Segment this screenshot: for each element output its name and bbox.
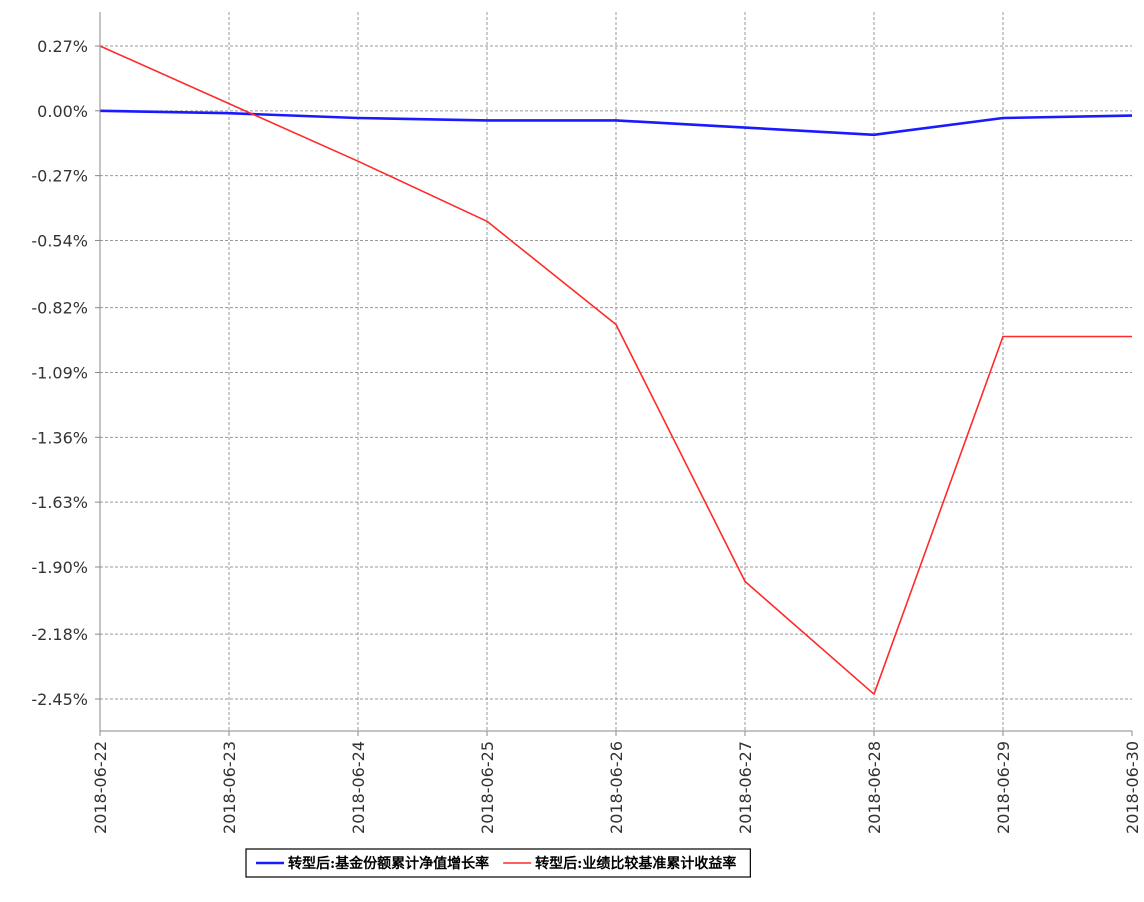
x-tick-label: 2018-06-23: [220, 741, 239, 834]
y-tick-label: -1.09%: [31, 364, 88, 383]
y-axis: 0.27% 0.00% -0.27% -0.54% -0.82% -1.09% -1.36%…: [31, 37, 100, 709]
legend-box: [245, 848, 751, 878]
x-tick-label: 2018-06-27: [736, 741, 755, 834]
plot-area: [100, 12, 1132, 731]
y-tick-label: -2.45%: [31, 690, 88, 709]
x-tick-label: 2018-06-26: [607, 741, 626, 834]
y-tick-label: -1.36%: [31, 428, 88, 447]
legend-label-1: 转型后:基金份额累计净值增长率: [288, 855, 489, 872]
y-tick-label: -0.82%: [31, 299, 88, 318]
y-tick-label: -0.27%: [31, 167, 88, 186]
series-line-2: [99, 45, 1132, 696]
x-tick-label: 2018-06-24: [349, 741, 368, 834]
y-tick-label: 0.00%: [37, 102, 88, 121]
y-tick-label: -1.63%: [31, 493, 88, 512]
legend-label-2: 转型后:业绩比较基准累计收益率: [535, 855, 736, 872]
x-tick-label: 2018-06-25: [478, 741, 497, 834]
x-tick-label: 2018-06-30: [1123, 741, 1142, 834]
y-tick-label: -1.90%: [31, 558, 88, 577]
x-tick-label: 2018-06-28: [865, 741, 884, 834]
y-tick-label: -0.54%: [31, 231, 88, 250]
x-tick-label: 2018-06-29: [994, 741, 1013, 834]
series-line-1: [99, 109, 1133, 137]
y-tick-label: 0.27%: [37, 37, 88, 56]
x-tick-label: 2018-06-22: [91, 741, 110, 834]
series-layer: [99, 45, 1133, 696]
y-tick-label: -2.18%: [31, 625, 88, 644]
legend: 转型后:基金份额累计净值增长率 转型后:业绩比较基准累计收益率: [245, 848, 751, 878]
x-axis: 2018-06-22 2018-06-23 2018-06-24 2018-06-25…: [91, 731, 1142, 834]
grid: [100, 12, 1132, 731]
